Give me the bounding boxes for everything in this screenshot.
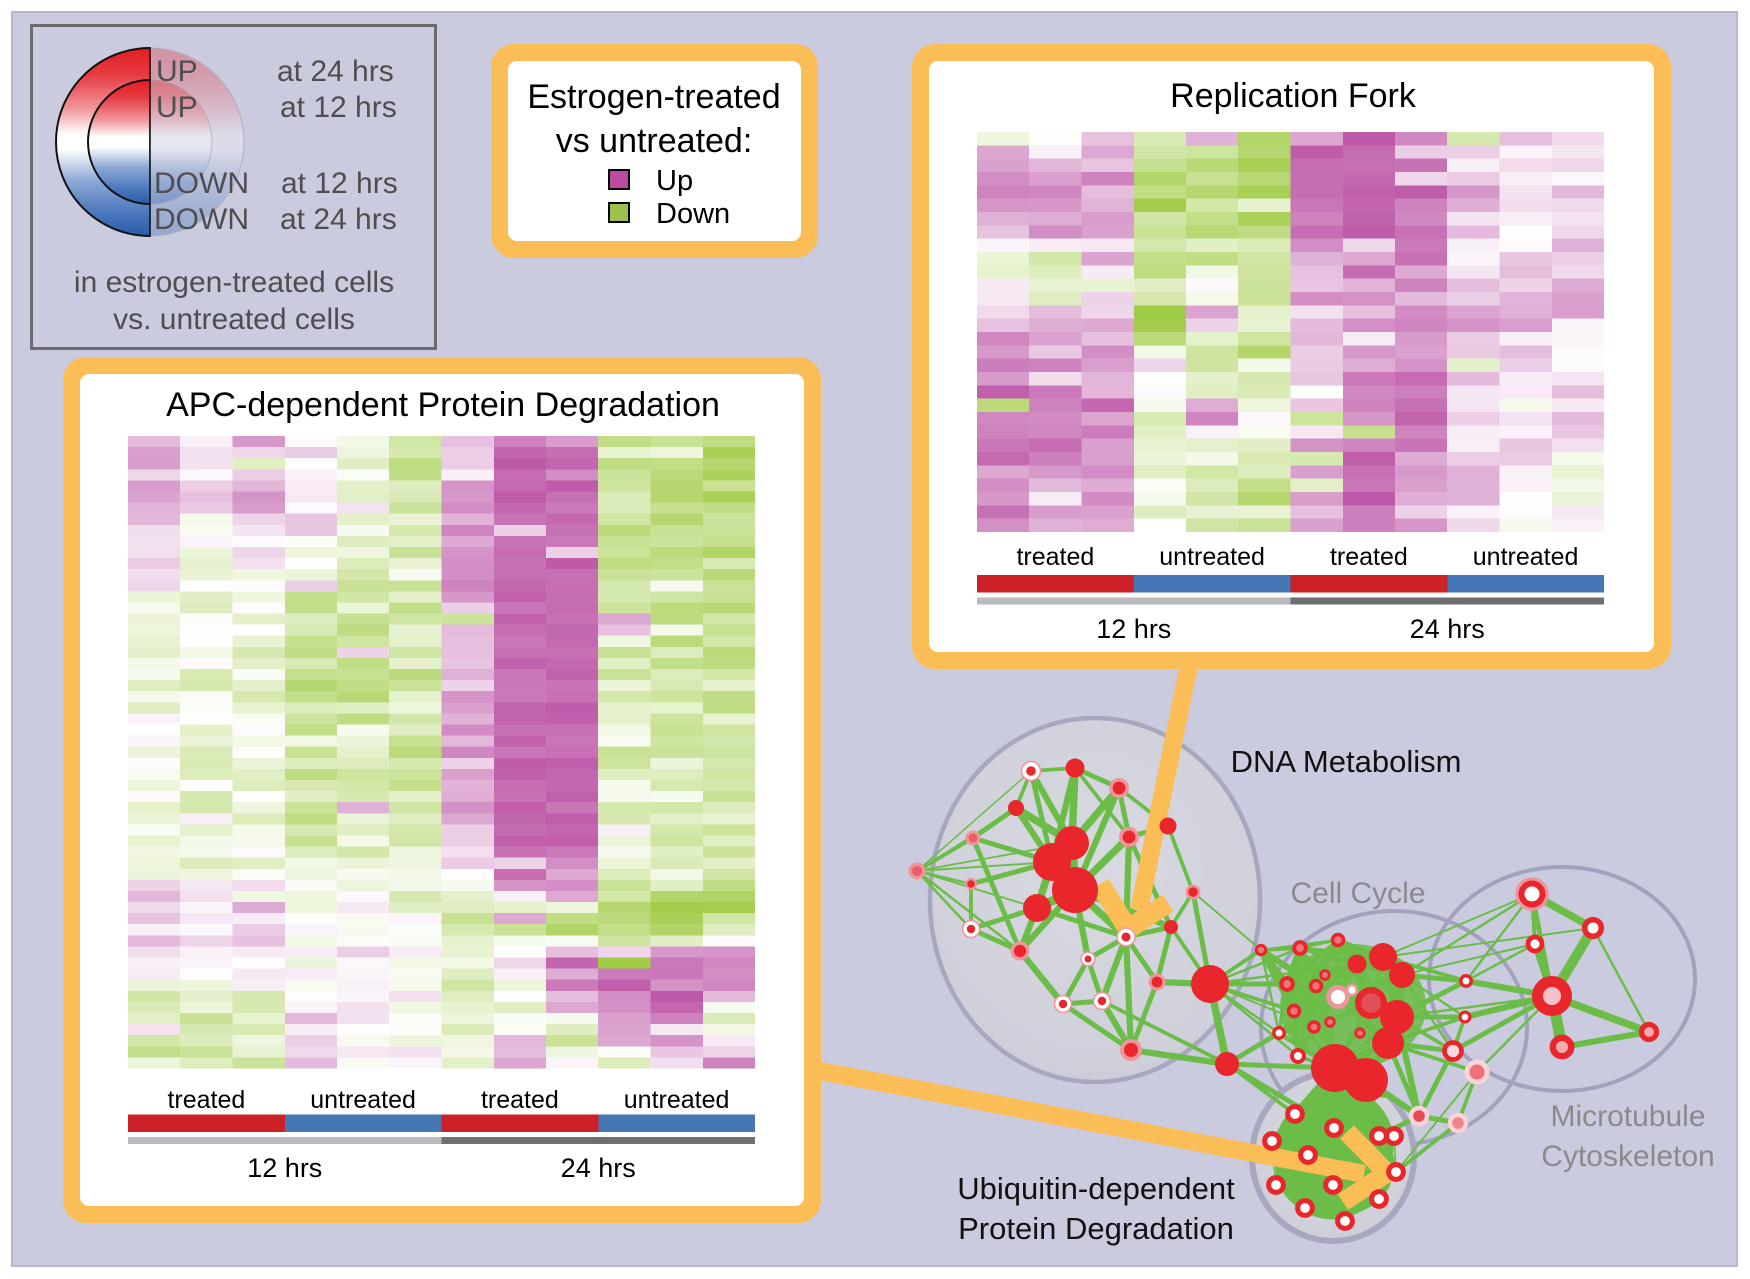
svg-text:24 hrs: 24 hrs (561, 1153, 636, 1183)
svg-text:Ubiquitin-dependent: Ubiquitin-dependent (957, 1171, 1235, 1206)
svg-text:vs. untreated cells: vs. untreated cells (113, 303, 355, 336)
svg-text:treated: treated (1330, 543, 1408, 571)
svg-text:in estrogen-treated cells: in estrogen-treated cells (74, 266, 394, 299)
svg-text:at 12 hrs: at 12 hrs (280, 91, 397, 124)
svg-text:DOWN: DOWN (154, 203, 249, 236)
svg-text:treated: treated (481, 1086, 559, 1114)
svg-text:Estrogen-treated: Estrogen-treated (527, 78, 780, 116)
svg-text:at 24 hrs: at 24 hrs (277, 55, 394, 88)
svg-text:treated: treated (1016, 543, 1094, 571)
svg-text:DNA Metabolism: DNA Metabolism (1231, 744, 1462, 779)
svg-text:vs untreated:: vs untreated: (556, 122, 753, 160)
svg-text:Up: Up (656, 165, 693, 197)
svg-text:UP: UP (156, 91, 198, 124)
svg-text:UP: UP (156, 55, 198, 88)
svg-text:Down: Down (656, 198, 730, 230)
svg-text:12 hrs: 12 hrs (247, 1153, 322, 1183)
svg-text:APC-dependent Protein Degradat: APC-dependent Protein Degradation (166, 386, 720, 424)
svg-text:treated: treated (167, 1086, 245, 1114)
svg-text:Protein Degradation: Protein Degradation (958, 1211, 1234, 1246)
svg-text:untreated: untreated (1473, 543, 1579, 571)
svg-text:untreated: untreated (624, 1086, 730, 1114)
svg-text:12 hrs: 12 hrs (1096, 614, 1171, 644)
svg-text:DOWN: DOWN (154, 167, 249, 200)
svg-text:at 12 hrs: at 12 hrs (281, 167, 398, 200)
svg-text:Replication Fork: Replication Fork (1170, 77, 1417, 115)
svg-text:untreated: untreated (310, 1086, 416, 1114)
svg-text:Cytoskeleton: Cytoskeleton (1541, 1140, 1714, 1173)
svg-text:untreated: untreated (1159, 543, 1265, 571)
svg-text:at 24 hrs: at 24 hrs (280, 203, 397, 236)
svg-text:Microtubule: Microtubule (1550, 1100, 1705, 1133)
svg-text:Cell Cycle: Cell Cycle (1290, 877, 1425, 910)
svg-text:24 hrs: 24 hrs (1410, 614, 1485, 644)
